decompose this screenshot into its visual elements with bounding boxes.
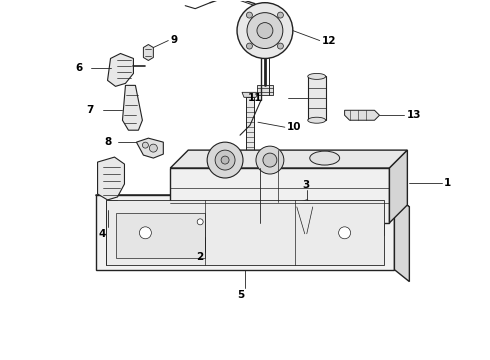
Ellipse shape [308, 73, 326, 80]
Polygon shape [242, 152, 258, 162]
Polygon shape [175, 223, 385, 235]
Circle shape [256, 146, 284, 174]
Text: 3: 3 [303, 180, 310, 190]
Text: 13: 13 [406, 110, 421, 120]
Polygon shape [293, 217, 303, 240]
Polygon shape [144, 45, 153, 60]
Text: 12: 12 [322, 36, 336, 46]
Polygon shape [308, 76, 326, 120]
Circle shape [263, 153, 277, 167]
Polygon shape [136, 138, 163, 158]
Polygon shape [344, 110, 379, 120]
Circle shape [143, 142, 148, 148]
Polygon shape [96, 195, 394, 270]
Polygon shape [394, 195, 409, 282]
Text: 2: 2 [196, 252, 204, 262]
Polygon shape [246, 97, 254, 152]
Polygon shape [192, 202, 210, 222]
Circle shape [246, 12, 252, 18]
Polygon shape [207, 207, 220, 237]
Polygon shape [107, 54, 133, 86]
Polygon shape [105, 200, 385, 265]
Circle shape [246, 43, 252, 49]
Polygon shape [257, 85, 273, 95]
Circle shape [215, 150, 235, 170]
Polygon shape [295, 200, 317, 220]
Polygon shape [96, 195, 409, 207]
Polygon shape [98, 157, 124, 200]
Text: 5: 5 [237, 289, 245, 300]
Circle shape [197, 219, 203, 225]
Circle shape [140, 227, 151, 239]
Ellipse shape [308, 117, 326, 123]
Polygon shape [293, 234, 321, 242]
Circle shape [339, 227, 350, 239]
Polygon shape [311, 217, 319, 240]
Text: 4: 4 [99, 229, 106, 239]
Circle shape [221, 156, 229, 164]
Text: 1: 1 [444, 178, 451, 188]
Polygon shape [190, 217, 207, 234]
Circle shape [237, 3, 293, 58]
Text: 11: 11 [248, 93, 263, 103]
Circle shape [257, 23, 273, 39]
Polygon shape [171, 150, 407, 168]
Polygon shape [122, 85, 143, 130]
Polygon shape [242, 92, 258, 97]
Polygon shape [171, 168, 390, 223]
Circle shape [247, 13, 283, 49]
Polygon shape [107, 200, 118, 210]
Polygon shape [116, 213, 205, 258]
Polygon shape [390, 150, 407, 223]
Text: 9: 9 [171, 35, 177, 45]
Text: 10: 10 [287, 122, 301, 132]
Circle shape [149, 144, 157, 152]
Text: 8: 8 [104, 137, 112, 147]
Text: 6: 6 [75, 63, 83, 73]
Circle shape [277, 12, 283, 18]
Text: 7: 7 [87, 105, 94, 115]
Circle shape [207, 142, 243, 178]
Circle shape [277, 43, 283, 49]
Ellipse shape [310, 151, 340, 165]
